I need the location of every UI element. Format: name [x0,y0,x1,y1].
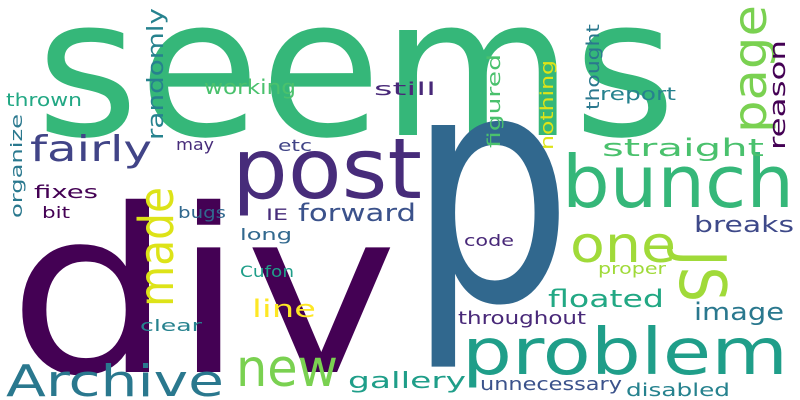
word-ie: IE [266,205,288,224]
word-report: report [600,84,676,105]
word-unnecessary: unnecessary [480,374,622,395]
word-nothing: nothing [537,60,558,150]
word-disabled: disabled [626,380,730,400]
word-made: made [129,187,185,307]
word-one: one [570,216,676,274]
word-thrown: thrown [6,90,82,111]
word-still: still [374,79,436,100]
word-floated: floated [548,285,664,313]
word-problem: problem [462,316,788,390]
word-randomly: randomly [144,8,169,140]
word-seems: seems [36,0,676,181]
word-reason: reason [766,40,791,150]
word-breaks: breaks [694,213,794,238]
word-cufon: Cufon [240,262,294,281]
word-fairly: fairly [30,129,152,170]
word-etc: etc [278,136,312,155]
word-thought: thought [583,24,604,110]
word-fixes: fixes [34,182,98,203]
word-clear: clear [140,316,203,335]
word-p: p [408,4,573,376]
word-organize: organize [7,114,26,218]
word-figured: figured [484,54,505,148]
word-bugs: bugs [178,203,226,222]
word-post: post [232,120,422,218]
word-bunch: bunch [562,140,794,224]
word-working: working [204,75,296,99]
word-page: page [723,5,777,133]
word-code: code [464,231,514,250]
word-archive: Archive [6,356,224,400]
word-image: image [694,298,784,326]
word-long: long [240,225,292,244]
word-proper: proper [598,259,667,278]
word-straight: straight [602,134,764,162]
word-new: new [236,339,338,399]
word-div: div [8,160,398,400]
word-bit: bit [42,203,70,222]
word-js: JS [664,247,738,302]
word-forward: forward [298,199,416,227]
word-may: may [176,135,214,154]
word-gallery: gallery [348,369,466,394]
word-throughout: throughout [458,308,586,329]
word-line: line [252,295,316,323]
